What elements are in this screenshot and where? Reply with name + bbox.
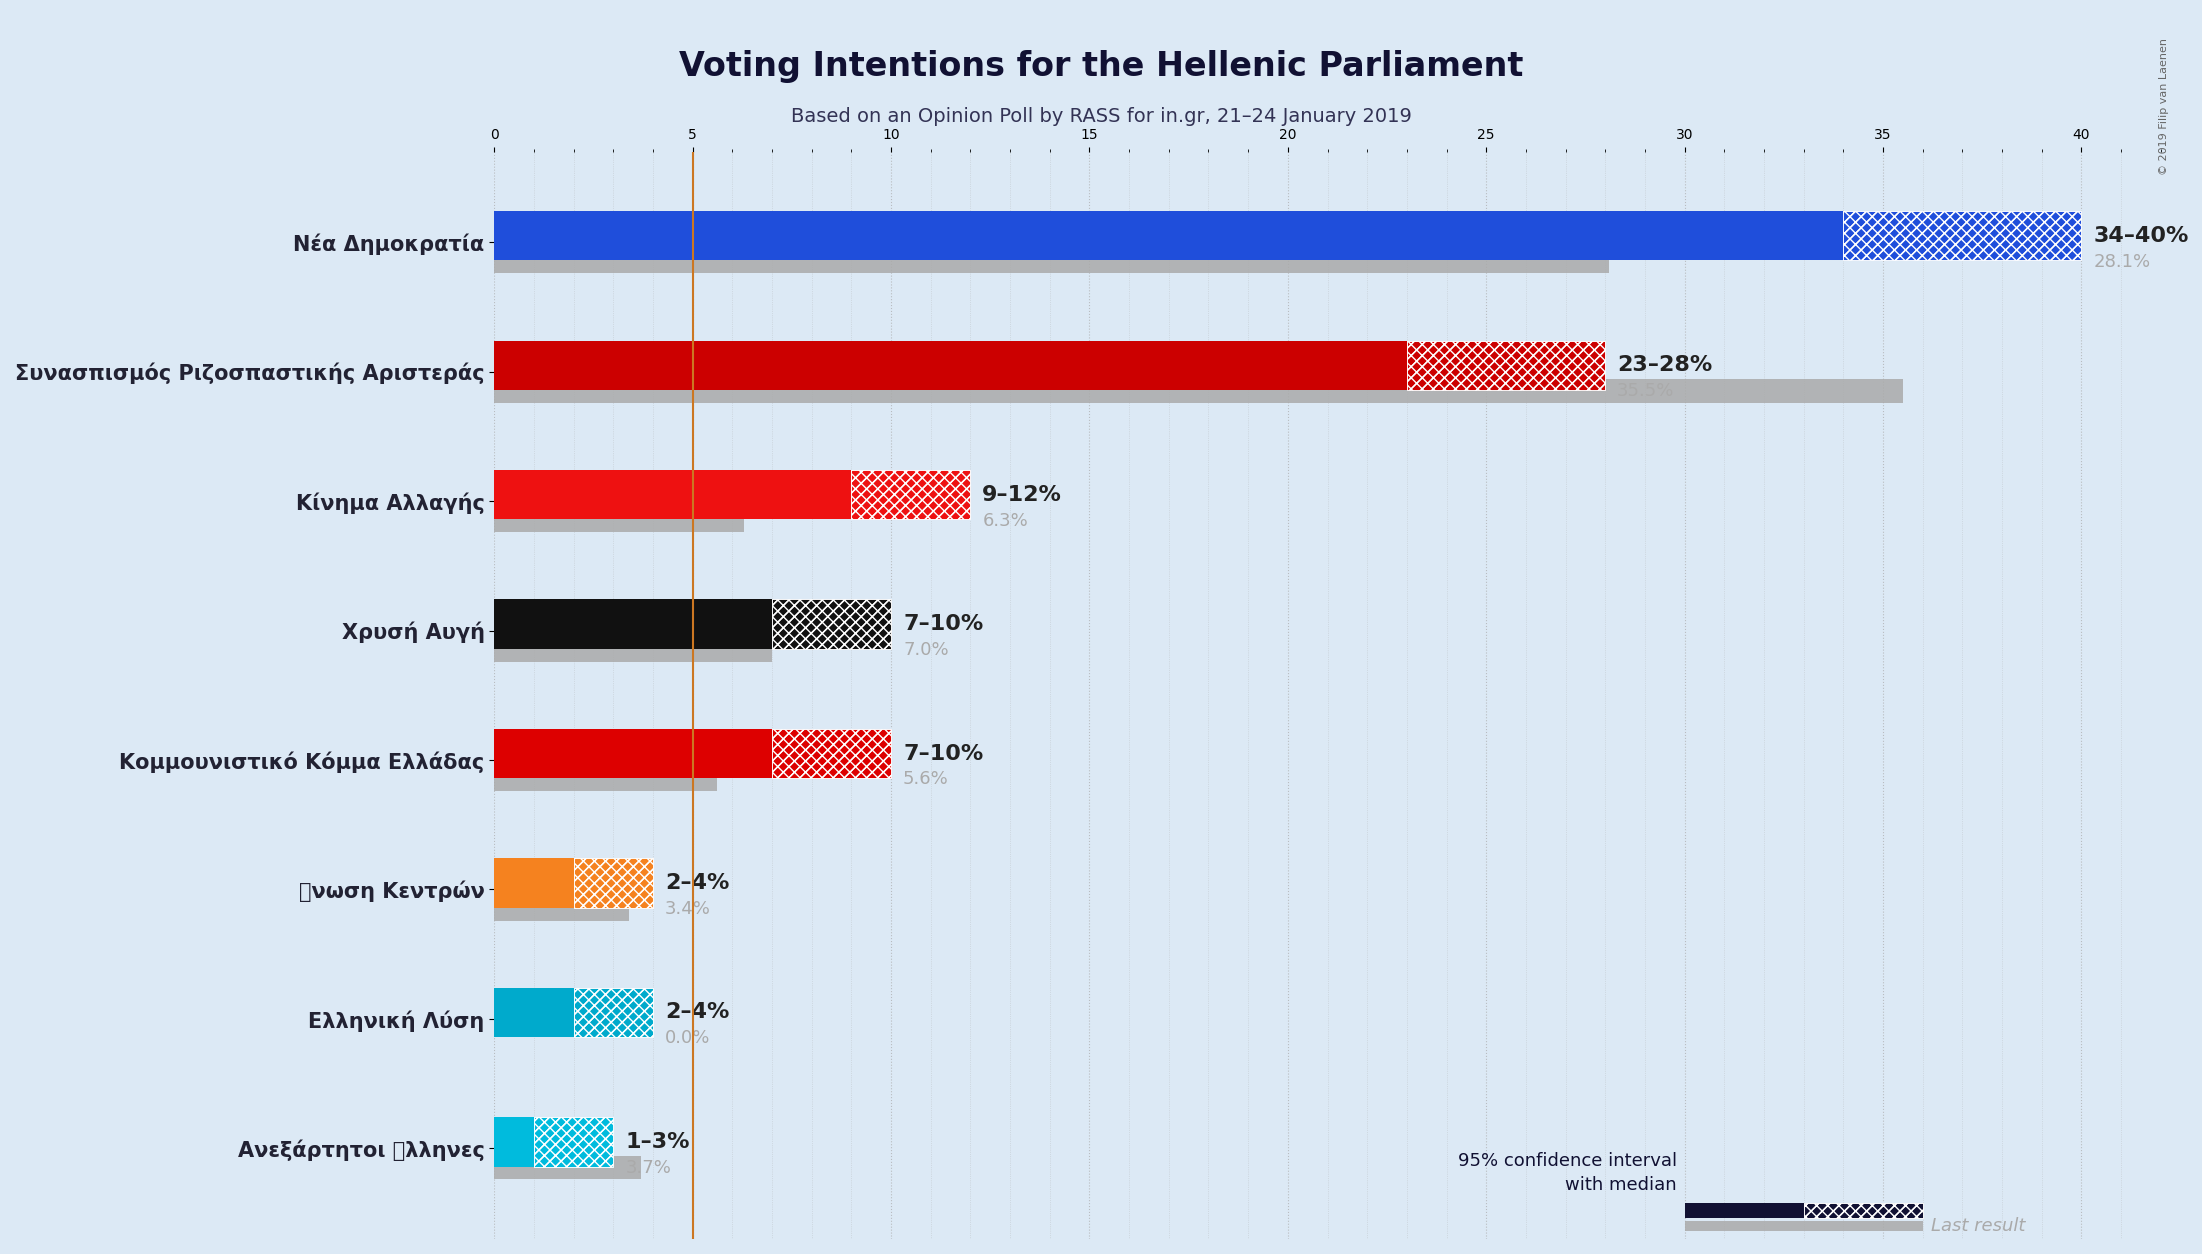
Bar	[852, 470, 971, 519]
Bar	[1685, 1221, 1922, 1231]
Text: © 2019 Filip van Laenen: © 2019 Filip van Laenen	[2158, 38, 2169, 174]
Bar	[493, 250, 1610, 273]
Text: Last result: Last result	[1931, 1218, 2026, 1235]
Bar	[575, 859, 654, 908]
Bar	[493, 380, 1903, 403]
Bar	[1843, 211, 2081, 261]
Bar	[493, 898, 630, 920]
Bar	[852, 470, 971, 519]
Bar	[773, 729, 892, 779]
Bar	[773, 599, 892, 648]
Bar	[493, 729, 773, 779]
Bar	[1685, 1203, 1803, 1219]
Text: 9–12%: 9–12%	[982, 484, 1061, 504]
Text: 2–4%: 2–4%	[665, 1002, 729, 1022]
Bar	[575, 988, 654, 1037]
Bar	[493, 988, 575, 1037]
Bar	[1803, 1203, 1922, 1219]
Bar	[535, 1117, 614, 1166]
Text: 7–10%: 7–10%	[903, 614, 984, 635]
Bar	[493, 211, 1843, 261]
Bar	[493, 470, 852, 519]
Bar	[773, 729, 892, 779]
Text: 3.7%: 3.7%	[625, 1159, 672, 1176]
Bar	[493, 1156, 641, 1180]
Bar	[493, 767, 716, 791]
Bar	[493, 599, 773, 648]
Text: 0.0%: 0.0%	[665, 1030, 711, 1047]
Bar	[535, 1117, 614, 1166]
Text: Based on an Opinion Poll by RASS for in.gr, 21–24 January 2019: Based on an Opinion Poll by RASS for in.…	[791, 107, 1411, 125]
Text: 2–4%: 2–4%	[665, 873, 729, 893]
Text: 28.1%: 28.1%	[2094, 252, 2151, 271]
Bar	[493, 638, 773, 662]
Bar	[773, 599, 892, 648]
Text: 1–3%: 1–3%	[625, 1132, 689, 1152]
Text: 5.6%: 5.6%	[903, 770, 949, 789]
Text: 7.0%: 7.0%	[903, 641, 949, 660]
Text: 6.3%: 6.3%	[982, 512, 1028, 529]
Bar	[493, 509, 744, 532]
Bar	[575, 859, 654, 908]
Text: 34–40%: 34–40%	[2094, 226, 2189, 246]
Bar	[1407, 341, 1605, 390]
Bar	[1843, 211, 2081, 261]
Text: 23–28%: 23–28%	[1616, 355, 1713, 375]
Text: 95% confidence interval
with median: 95% confidence interval with median	[1458, 1152, 1676, 1194]
Bar	[493, 341, 1407, 390]
Bar	[1803, 1203, 1922, 1219]
Bar	[493, 859, 575, 908]
Bar	[493, 1117, 535, 1166]
Bar	[1407, 341, 1605, 390]
Text: 3.4%: 3.4%	[665, 900, 711, 918]
Bar	[575, 988, 654, 1037]
Text: Voting Intentions for the Hellenic Parliament: Voting Intentions for the Hellenic Parli…	[678, 50, 1524, 83]
Text: 7–10%: 7–10%	[903, 744, 984, 764]
Text: 35.5%: 35.5%	[1616, 382, 1674, 400]
